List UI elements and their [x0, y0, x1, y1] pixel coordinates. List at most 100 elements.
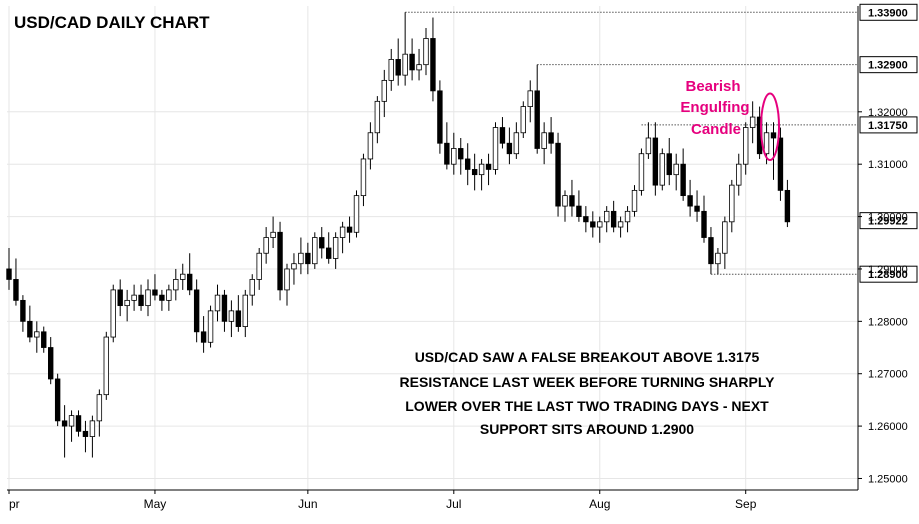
candle-body-down — [159, 294, 165, 301]
candle-body-down — [583, 216, 589, 223]
candle-body-up — [242, 294, 248, 327]
candle-body-up — [520, 106, 526, 134]
candle-body-down — [117, 289, 123, 307]
candle-body-down — [499, 127, 506, 144]
candle-body-down — [200, 331, 207, 343]
candle-body-up — [263, 237, 269, 254]
candle-body-down — [458, 148, 464, 160]
level-lines: 1.33900 1.32900 1.31750 1.28900 1.29922 — [405, 3, 918, 283]
candle-body-down — [41, 331, 47, 348]
candle-body-up — [298, 252, 304, 265]
level-box — [859, 3, 918, 21]
callout-ellipse — [760, 92, 781, 162]
candle-body-down — [569, 195, 575, 207]
level-label: 1.31750 — [868, 120, 908, 132]
candle-body-up — [173, 279, 179, 291]
callout-label-line: Candle — [691, 121, 741, 138]
candle-body-up — [402, 53, 408, 76]
candle-body-down — [464, 158, 471, 170]
candle-body-up — [180, 273, 186, 280]
candle-body-down — [506, 142, 513, 155]
candle-body-up — [722, 221, 728, 254]
candle-body-up — [638, 153, 645, 191]
candle-body-down — [409, 53, 415, 71]
candle-body-up — [659, 153, 665, 186]
level-label: 1.32900 — [868, 60, 908, 72]
candle-body-down — [305, 252, 311, 265]
candle-body-down — [186, 273, 193, 291]
candle-body-down — [548, 132, 554, 144]
candle-body-up — [367, 132, 374, 160]
candle-body-down — [770, 132, 777, 139]
candle-body-up — [110, 289, 116, 338]
callout-label-line: Bearish — [685, 78, 740, 95]
price-tick-label: 1.28000 — [868, 316, 908, 328]
candle-body-down — [687, 195, 693, 207]
candle-body-up — [597, 221, 603, 228]
price-tick-label: 1.25000 — [868, 473, 908, 485]
candle-body-up — [131, 294, 137, 301]
candle-body-up — [166, 289, 172, 301]
commentary-text: USD/CAD SAW A FALSE BREAKOUT ABOVE 1.317… — [400, 349, 776, 437]
candle-body-up — [423, 38, 429, 66]
candle-body-down — [555, 142, 561, 207]
candle-body-up — [207, 310, 214, 343]
month-label: Aug — [589, 497, 610, 511]
candle-body-up — [214, 294, 221, 312]
candle-body-down — [534, 90, 540, 149]
candle-body-down — [325, 247, 332, 259]
candle-body-down — [235, 310, 242, 327]
candle-body-up — [729, 184, 735, 223]
price-tick-label: 1.32000 — [868, 107, 908, 119]
commentary-line: LOWER OVER THE LAST TWO TRADING DAYS - N… — [405, 398, 769, 414]
candle-body-up — [749, 116, 756, 128]
candle-body-down — [277, 231, 283, 291]
candle-body-up — [541, 132, 547, 149]
candle-body-down — [437, 90, 443, 144]
candle-body-up — [34, 331, 40, 338]
candle-body-down — [6, 268, 12, 280]
candle-body-up — [103, 336, 109, 396]
candle-body-up — [360, 158, 367, 197]
axes: 1.25000 1.26000 1.27000 1.28000 1.29000 1.300… — [7, 6, 908, 511]
price-tick-label: 1.27000 — [868, 369, 908, 381]
month-label: Jun — [298, 497, 317, 511]
candle-body-up — [249, 279, 255, 296]
candle-body-up — [96, 394, 103, 422]
candle-body-up — [451, 148, 457, 165]
current-price-label: 1.29922 — [868, 216, 908, 228]
candle-body-down — [701, 210, 707, 238]
candle-body-up — [673, 163, 679, 176]
candle-body-down — [666, 153, 672, 176]
month-label: May — [144, 497, 167, 511]
candle-body-up — [416, 64, 422, 71]
month-label: pr — [9, 497, 20, 511]
candle-body-down — [319, 237, 325, 249]
candle-body-down — [708, 237, 714, 265]
candle-body-down — [61, 420, 68, 427]
candle-body-down — [20, 299, 26, 322]
candle-body-up — [492, 127, 499, 170]
candle-body-up — [291, 263, 297, 270]
candle-body-down — [82, 430, 89, 437]
commentary-line: SUPPORT SITS AROUND 1.2900 — [480, 421, 694, 437]
level-label: 1.33900 — [868, 7, 908, 19]
candle-body-down — [75, 415, 82, 432]
price-tick-label: 1.29000 — [868, 264, 908, 276]
candle-body-up — [562, 195, 568, 207]
candle-body-down — [680, 163, 686, 197]
candle-body-down — [152, 289, 158, 296]
candle-body-down — [13, 279, 19, 301]
level-box — [859, 56, 918, 74]
candle-body-up — [381, 79, 387, 102]
candle-body-up — [604, 210, 610, 223]
candle-body-down — [395, 59, 401, 76]
candle-body-up — [736, 163, 742, 186]
candle-body-down — [444, 142, 450, 165]
candle-body-down — [54, 378, 61, 422]
candle-body-down — [652, 137, 659, 186]
candle-body-down — [777, 137, 784, 191]
level-box — [859, 265, 918, 283]
